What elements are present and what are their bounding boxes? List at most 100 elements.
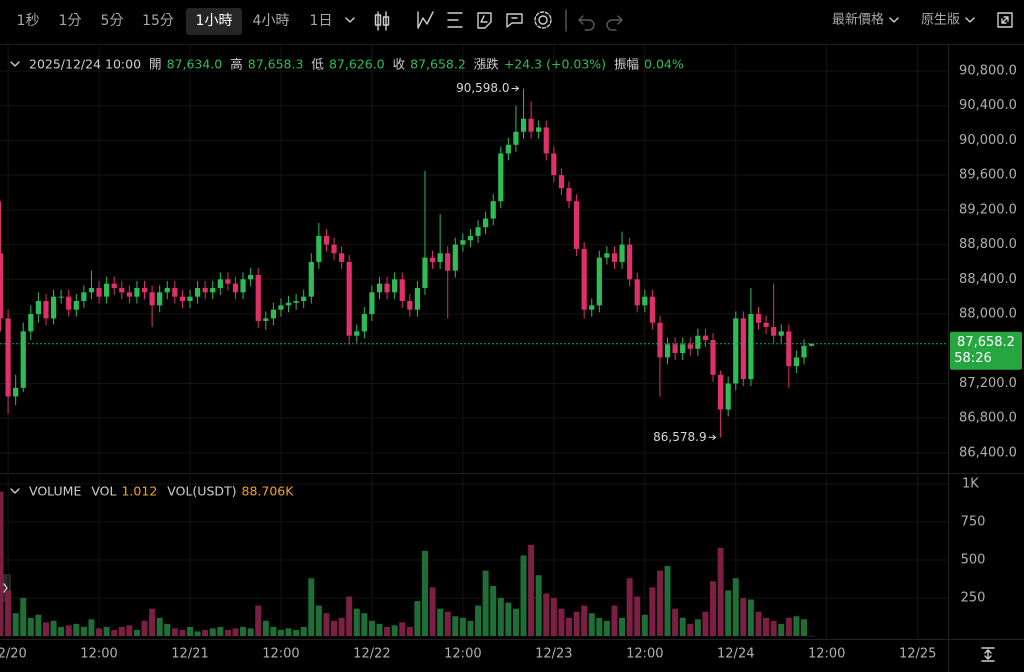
volume-bar xyxy=(581,605,588,636)
volume-bar xyxy=(588,613,595,636)
candle-body xyxy=(725,383,731,410)
candle-body xyxy=(475,227,481,236)
indicator-icon[interactable] xyxy=(417,11,434,29)
extreme-arrow xyxy=(511,85,520,92)
volume-bar xyxy=(368,620,375,636)
candle-body xyxy=(202,287,208,293)
fullscreen-icon[interactable] xyxy=(997,12,1013,28)
candle-body xyxy=(581,248,587,310)
candle-body xyxy=(119,287,125,293)
volume-bar xyxy=(58,626,65,636)
volume-bar xyxy=(232,628,239,636)
volume-bar xyxy=(778,623,785,636)
drawing-icon[interactable] xyxy=(447,12,463,28)
price-type-select[interactable]: 最新價格 xyxy=(832,12,884,28)
volume-bar xyxy=(725,590,732,636)
candle-body xyxy=(225,279,231,284)
volume-bar xyxy=(338,617,345,636)
interval-button[interactable]: 1分 xyxy=(59,13,82,29)
volume-bar xyxy=(262,620,269,636)
candle-body xyxy=(187,296,193,302)
candle-body xyxy=(255,274,261,321)
candle-body xyxy=(513,131,519,145)
alert-icon[interactable] xyxy=(506,13,523,28)
volume-legend-collapse[interactable] xyxy=(10,488,20,494)
volume-bar xyxy=(65,625,72,636)
volume-bar xyxy=(717,547,724,636)
interval-button[interactable]: 1日 xyxy=(310,13,333,29)
volume-bar xyxy=(240,626,247,636)
candle-body xyxy=(331,244,337,254)
volume-bar xyxy=(452,616,459,636)
volume-bar xyxy=(88,619,95,636)
y-tick-label: 500 xyxy=(961,553,986,568)
y-tick-label: 88,800.0 xyxy=(959,237,1017,252)
candle-body xyxy=(263,318,269,321)
volume-bar xyxy=(50,620,57,636)
candle-body xyxy=(248,274,254,280)
interval-button[interactable]: 4小時 xyxy=(253,13,290,29)
legend-label: 開 xyxy=(149,57,162,72)
legend-label: 收 xyxy=(393,57,406,72)
price-type-chevron[interactable] xyxy=(889,17,899,23)
volume-bar xyxy=(315,605,322,636)
volume-bar xyxy=(558,608,565,636)
volume-bar xyxy=(687,623,694,636)
candle-body xyxy=(43,301,49,319)
scale-reset-icon[interactable] xyxy=(981,647,995,662)
candle-body xyxy=(710,340,716,375)
interval-button[interactable]: 15分 xyxy=(142,13,174,29)
volume-bar xyxy=(800,619,807,636)
view-chevron[interactable] xyxy=(965,17,975,23)
candle-body xyxy=(611,253,618,262)
volume-bar xyxy=(285,628,292,636)
legend-label: 低 xyxy=(311,57,324,72)
volume-bar xyxy=(702,611,709,636)
volume-bar xyxy=(785,617,792,636)
candle-body xyxy=(339,253,345,262)
more-intervals[interactable] xyxy=(345,17,355,23)
candle-body xyxy=(589,305,595,310)
settings-icon[interactable] xyxy=(534,11,552,29)
x-tick-label: 12:00 xyxy=(444,647,481,662)
y-tick-label: 750 xyxy=(961,515,986,530)
candle-body xyxy=(5,318,11,397)
candle-body xyxy=(285,302,292,306)
candle-body xyxy=(73,301,79,310)
candle-body xyxy=(407,301,413,310)
volume-bar xyxy=(361,613,368,636)
candle-body xyxy=(172,287,178,297)
candle-body xyxy=(702,335,709,341)
redo-icon[interactable] xyxy=(606,15,623,31)
candle-body xyxy=(293,301,299,303)
volume-bar xyxy=(35,614,42,636)
view-select[interactable]: 原生版 xyxy=(921,13,960,28)
volume-title: VOLUME xyxy=(29,484,81,499)
volume-bar xyxy=(505,602,512,636)
volume-bar xyxy=(444,611,451,636)
legend-label: 漲跌 xyxy=(474,57,500,72)
candle-body xyxy=(369,292,375,315)
volume-bar xyxy=(679,617,686,636)
candle-body xyxy=(149,292,155,306)
volume-bar xyxy=(12,613,19,636)
candle-body xyxy=(111,283,117,288)
undo-icon[interactable] xyxy=(578,15,595,31)
candle-body xyxy=(384,283,390,293)
volume-bar xyxy=(747,599,754,636)
volume-bar xyxy=(270,626,277,636)
candle-body xyxy=(308,261,314,297)
interval-button[interactable]: 1秒 xyxy=(17,13,40,29)
candle-body xyxy=(748,314,754,380)
template-icon[interactable] xyxy=(477,12,492,29)
x-tick-label: 12/25 xyxy=(899,647,936,662)
volume-bar xyxy=(277,629,284,636)
legend-value: 87,634.0 xyxy=(167,57,223,72)
volume-bar xyxy=(399,622,406,636)
interval-button[interactable]: 5分 xyxy=(101,13,124,29)
legend-collapse[interactable] xyxy=(10,61,20,67)
interval-button[interactable]: 1小時 xyxy=(196,13,233,29)
x-tick-label: 12/21 xyxy=(171,647,208,662)
volume-bar xyxy=(535,575,542,636)
candle-type-icon[interactable] xyxy=(374,11,390,31)
